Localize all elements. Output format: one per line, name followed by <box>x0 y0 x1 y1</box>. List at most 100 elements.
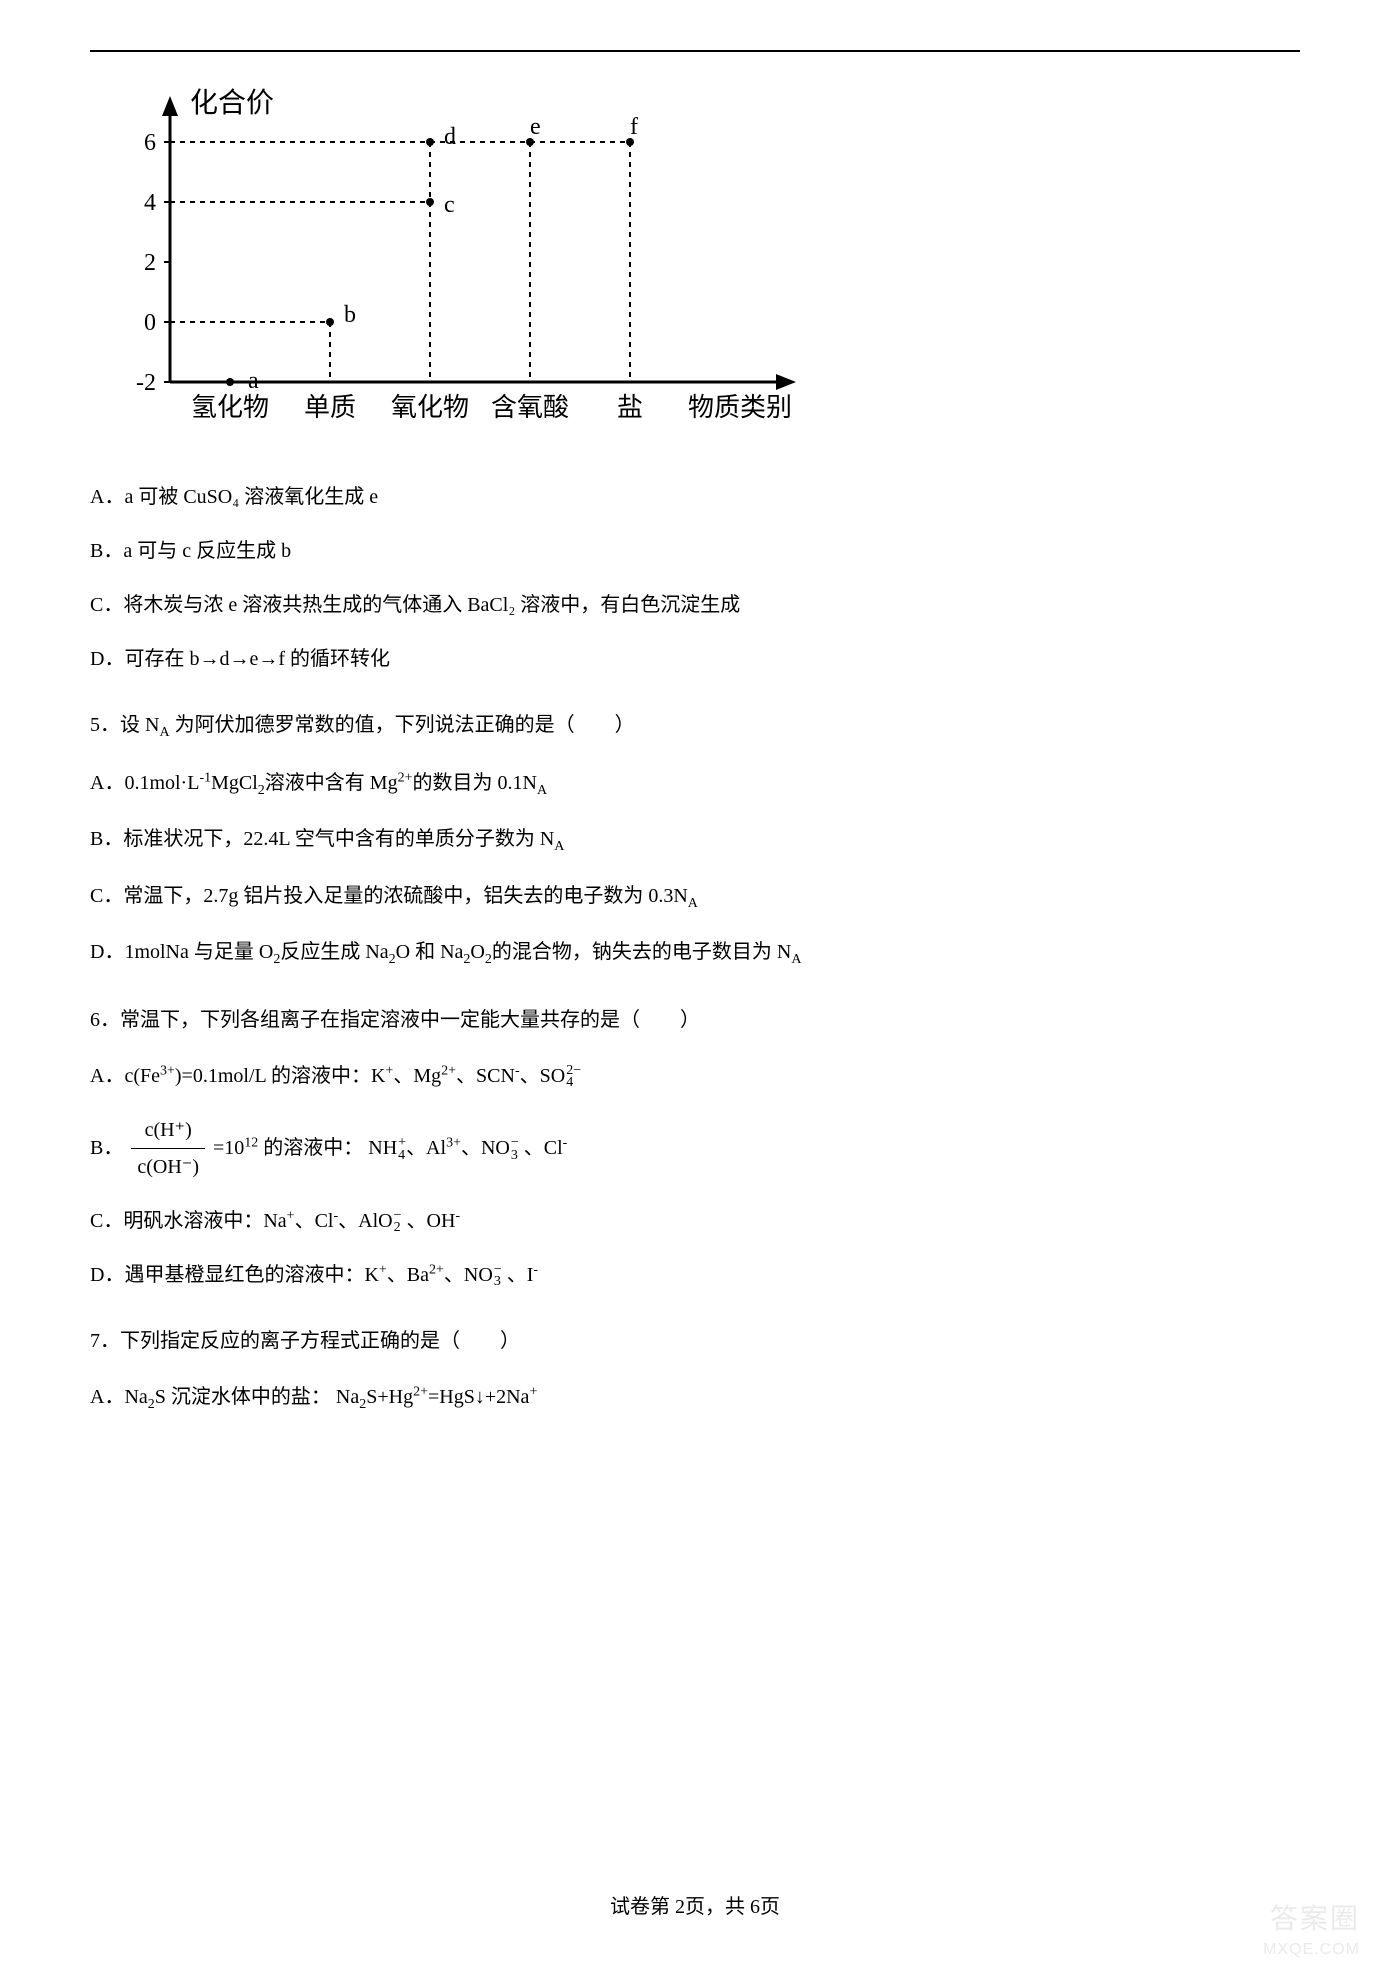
t: 2 <box>148 1397 155 1412</box>
t: =1012 的溶液中： NH+4、Al3+、NO−3 、Cl- <box>213 1130 567 1166</box>
t: 、Ba <box>387 1264 429 1286</box>
t: A．0.1mol·L <box>90 772 199 794</box>
t: 3+ <box>446 1136 461 1151</box>
t: C．明矾水溶液中：Na <box>90 1210 287 1232</box>
svg-text:化合价: 化合价 <box>190 87 274 119</box>
t: 、Cl <box>295 1210 334 1232</box>
t: A <box>688 896 698 911</box>
svg-text:6: 6 <box>144 130 156 156</box>
valence-chart: -20246化合价氢化物单质氧化物含氧酸盐物质类别abcdef <box>90 82 1300 454</box>
t: MgCl <box>211 772 258 794</box>
svg-text:单质: 单质 <box>304 393 356 422</box>
t: 、NO <box>461 1137 510 1159</box>
frac-num: c(H⁺) <box>131 1112 205 1149</box>
t: 、AlO <box>338 1210 392 1232</box>
t: 3+ <box>160 1063 175 1078</box>
t: + <box>287 1208 295 1223</box>
watermark-url: MXQE.COM <box>1263 1936 1360 1965</box>
t: 、Mg <box>393 1065 441 1087</box>
q6-opt-c: C．明矾水溶液中：Na+、Cl-、AlO−2 、OH- <box>90 1203 1300 1239</box>
t: D．遇甲基橙显红色的溶液中：K <box>90 1264 379 1286</box>
q6-stem: 6．常温下，下列各组离子在指定溶液中一定能大量共存的是（ ） <box>90 1002 1300 1038</box>
t: B．标准状况下，22.4L 空气中含有的单质分子数为 N <box>90 828 554 850</box>
fraction: c(H⁺) c(OH⁻) <box>131 1112 205 1185</box>
t: =HgS↓+2Na <box>428 1386 529 1408</box>
svg-text:e: e <box>530 114 541 140</box>
q4-opt-a: A．a 可被 CuSO₄ 溶液氧化生成 e <box>90 479 1300 515</box>
page-footer: 试卷第 2页，共 6页 <box>0 1889 1390 1925</box>
t: 2+ <box>429 1262 444 1277</box>
t: 2 <box>485 952 492 967</box>
q4-opt-b: B．a 可与 c 反应生成 b <box>90 533 1300 569</box>
t: B． <box>90 1130 123 1166</box>
t: O <box>470 941 484 963</box>
t: )=0.1mol/L 的溶液中：K <box>175 1065 386 1087</box>
q5-opt-d: D．1molNa 与足量 O2反应生成 Na2O 和 Na2O2的混合物，钠失去… <box>90 934 1300 972</box>
t: S 沉淀水体中的盐： Na <box>155 1386 359 1408</box>
t: - <box>533 1262 538 1277</box>
svg-text:氢化物: 氢化物 <box>191 393 269 422</box>
t: O 和 Na <box>396 941 464 963</box>
supsub: −3 <box>494 1264 502 1289</box>
t: S+Hg <box>366 1386 413 1408</box>
q6-opt-a: A．c(Fe3+)=0.1mol/L 的溶液中：K+、Mg2+、SCN-、SO2… <box>90 1058 1300 1094</box>
supsub: −3 <box>511 1137 519 1162</box>
t: 2 <box>389 952 396 967</box>
svg-text:f: f <box>630 114 638 140</box>
frac-den: c(OH⁻) <box>131 1149 205 1185</box>
t: A <box>791 952 801 967</box>
t: 、Al <box>406 1137 446 1159</box>
t: 、NO <box>444 1264 493 1286</box>
supsub: 2−4 <box>566 1065 581 1090</box>
svg-text:b: b <box>344 302 356 328</box>
top-rule <box>90 50 1300 52</box>
t: 2+ <box>441 1063 456 1078</box>
q5-stem-pre: 5．设 <box>90 714 140 736</box>
t: 、OH <box>402 1210 456 1232</box>
t: 、SCN <box>456 1065 515 1087</box>
svg-text:0: 0 <box>144 310 156 336</box>
t: 、I <box>502 1264 534 1286</box>
t: 的溶液中： NH <box>258 1137 397 1159</box>
q5-opt-b: B．标准状况下，22.4L 空气中含有的单质分子数为 NA <box>90 821 1300 859</box>
svg-text:a: a <box>248 368 259 394</box>
svg-text:4: 4 <box>144 190 156 216</box>
q5-opt-c: C．常温下，2.7g 铝片投入足量的浓硫酸中，铝失去的电子数为 0.3NA <box>90 878 1300 916</box>
q5-stem-na: N <box>145 714 159 736</box>
t: 2+ <box>398 771 413 786</box>
t: A．c(Fe <box>90 1065 160 1087</box>
q6-opt-b: B． c(H⁺) c(OH⁻) =1012 的溶液中： NH+4、Al3+、NO… <box>90 1112 1300 1185</box>
t: 2 <box>258 783 265 798</box>
t: + <box>379 1262 387 1277</box>
t: 的数目为 0.1N <box>413 772 537 794</box>
t: A <box>554 839 564 854</box>
svg-text:物质类别: 物质类别 <box>688 393 792 422</box>
q5-stem-post: 为阿伏加德罗常数的值，下列说法正确的是（ ） <box>175 714 635 736</box>
t: =10 <box>213 1137 244 1159</box>
t: 溶液中含有 Mg <box>265 772 398 794</box>
t: -1 <box>199 771 211 786</box>
q7-opt-a: A．Na2S 沉淀水体中的盐： Na2S+Hg2+=HgS↓+2Na+ <box>90 1379 1300 1417</box>
q5-opt-a: A．0.1mol·L-1MgCl2溶液中含有 Mg2+的数目为 0.1NA <box>90 765 1300 803</box>
chart-svg: -20246化合价氢化物单质氧化物含氧酸盐物质类别abcdef <box>90 82 810 442</box>
q7-stem: 7．下列指定反应的离子方程式正确的是（ ） <box>90 1323 1300 1359</box>
t: 反应生成 Na <box>280 941 388 963</box>
t: - <box>455 1208 460 1223</box>
t: 的混合物，钠失去的电子数目为 N <box>492 941 791 963</box>
t: + <box>529 1384 537 1399</box>
svg-text:c: c <box>444 192 455 218</box>
q4-opt-d: D．可存在 b→d→e→f 的循环转化 <box>90 641 1300 677</box>
q5-stem: 5．设 NA 为阿伏加德罗常数的值，下列说法正确的是（ ） <box>90 707 1300 745</box>
t: 2+ <box>413 1384 428 1399</box>
q5-stem-na-sub: A <box>159 725 169 740</box>
t: C．常温下，2.7g 铝片投入足量的浓硫酸中，铝失去的电子数为 0.3N <box>90 885 688 907</box>
svg-text:含氧酸: 含氧酸 <box>491 393 569 422</box>
supsub: −2 <box>394 1210 402 1235</box>
q6-opt-d: D．遇甲基橙显红色的溶液中：K+、Ba2+、NO−3 、I- <box>90 1257 1300 1293</box>
svg-text:氧化物: 氧化物 <box>391 393 469 422</box>
q4-opt-c: C．将木炭与浓 e 溶液共热生成的气体通入 BaCl₂ 溶液中，有白色沉淀生成 <box>90 587 1300 623</box>
svg-text:2: 2 <box>144 250 156 276</box>
t: 、Cl <box>519 1137 563 1159</box>
supsub: +4 <box>398 1137 406 1162</box>
t: 、SO <box>520 1065 566 1087</box>
